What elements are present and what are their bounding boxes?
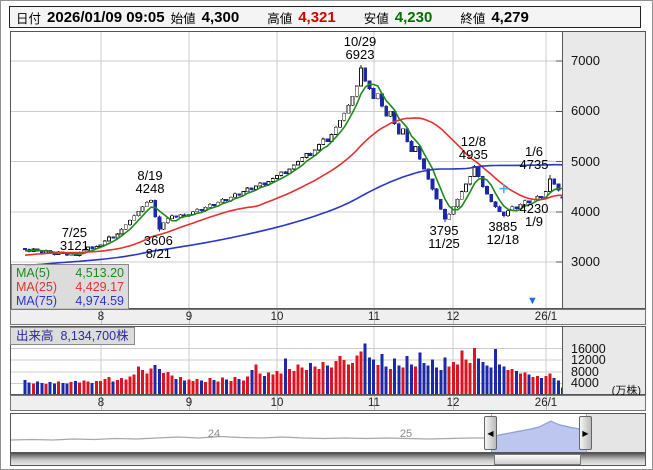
price-axis: 7000 6000 5000 4000 3000 bbox=[563, 31, 646, 309]
volume-legend-value: 8,134,700株 bbox=[60, 329, 129, 343]
x-axis-month-label: 11 bbox=[368, 311, 380, 323]
price-tick-label: 4000 bbox=[571, 203, 600, 219]
navigator-year-label: 24 bbox=[207, 428, 221, 440]
x-axis-strip-bottom: 8 9 10 11 12 26/1 bbox=[10, 395, 646, 411]
quote-info-bar: 日付 2026/01/09 09:05 始値 4,300 高値 4,321 安値… bbox=[9, 6, 641, 28]
chart-scrollbar[interactable] bbox=[10, 453, 646, 466]
navigator-right-handle[interactable]: ▶ bbox=[579, 416, 592, 450]
x-axis-month-label: 12 bbox=[446, 397, 460, 409]
x-axis-month-label: 9 bbox=[185, 397, 193, 409]
x-axis-tick bbox=[101, 396, 102, 410]
volume-tick-label: 4000 bbox=[571, 376, 599, 391]
navigator-year-label: 25 bbox=[399, 428, 413, 440]
volume-legend: 出来高 8,134,700株 bbox=[10, 327, 135, 345]
x-axis-tick bbox=[189, 396, 190, 410]
navigator-left-handle[interactable]: ◀ bbox=[484, 416, 497, 450]
chart-annotation: 3795 11/25 bbox=[428, 223, 460, 252]
range-navigator[interactable]: ◀ ▶ 24 25 bbox=[10, 413, 646, 453]
chart-annotation: 10/29 6923 bbox=[343, 33, 377, 62]
price-tick-label: 7000 bbox=[571, 53, 600, 68]
ma-legend-row: MA(25) 4,429.17 bbox=[16, 280, 124, 294]
x-axis-month-label: 8 bbox=[97, 311, 105, 323]
x-axis-tick bbox=[101, 310, 102, 324]
volume-canvas bbox=[11, 327, 562, 394]
x-axis-tick bbox=[546, 310, 547, 324]
price-tick-label: 3000 bbox=[571, 254, 600, 269]
price-tick-label: 5000 bbox=[571, 153, 600, 169]
chart-annotation: 8/19 4248 bbox=[135, 168, 165, 197]
volume-legend-label: 出来高 bbox=[16, 329, 54, 343]
x-axis-tick bbox=[453, 310, 454, 324]
open-value: 4,300 bbox=[201, 8, 240, 26]
high-label: 高値 bbox=[267, 11, 293, 26]
candlestick-plot[interactable] bbox=[10, 31, 563, 309]
x-axis-month-label: 8 bbox=[97, 397, 105, 409]
x-axis-tick bbox=[189, 310, 190, 324]
chart-annotation: 4230 1/9 bbox=[519, 201, 549, 230]
candlestick-canvas bbox=[11, 32, 562, 308]
x-axis-month-label: 26/1 bbox=[534, 397, 558, 409]
ma-legend-row: MA(75) 4,974.59 bbox=[16, 294, 124, 308]
event-triangle-icon: ▼ bbox=[527, 295, 538, 307]
navigator-canvas bbox=[11, 420, 587, 452]
x-axis-month-label: 12 bbox=[446, 311, 460, 323]
chart-annotation: 7/25 3121 bbox=[59, 224, 89, 253]
volume-unit-label: (万株) bbox=[611, 385, 641, 397]
x-axis-month-label: 9 bbox=[185, 311, 193, 323]
navigator-future-area bbox=[586, 414, 645, 452]
date-label: 日付 bbox=[16, 11, 42, 26]
open-label: 始値 bbox=[170, 11, 196, 26]
x-axis-month-label: 11 bbox=[368, 397, 380, 409]
high-value: 4,321 bbox=[298, 8, 336, 26]
chart-annotation: 12/8 4935 bbox=[458, 133, 488, 162]
low-label: 安値 bbox=[363, 11, 389, 26]
volume-tick-label: 16000 bbox=[571, 341, 606, 356]
left-arrow-icon: ◀ bbox=[487, 428, 494, 438]
close-value: 4,279 bbox=[491, 8, 529, 26]
x-axis-tick bbox=[374, 396, 375, 410]
ma-legend-row: MA(5) 4,513.20 bbox=[16, 266, 124, 280]
chart-annotation: 3885 12/18 bbox=[486, 218, 520, 247]
right-arrow-icon: ▶ bbox=[582, 428, 589, 438]
x-axis-month-label: 10 bbox=[270, 397, 284, 409]
price-tick-label: 6000 bbox=[571, 103, 600, 119]
volume-tick-label: 12000 bbox=[571, 353, 606, 368]
x-axis-tick bbox=[277, 396, 278, 410]
low-value: 4,230 bbox=[394, 8, 433, 26]
x-axis-tick bbox=[453, 396, 454, 410]
date-value: 2026/01/09 09:05 bbox=[47, 8, 165, 26]
x-axis-strip-top: 8 9 10 11 12 26/1 bbox=[10, 309, 646, 325]
close-label: 終値 bbox=[460, 11, 486, 26]
x-axis-month-label: 10 bbox=[270, 311, 284, 323]
chart-annotation: 1/6 4735 bbox=[519, 143, 549, 172]
x-axis-month-label: 26/1 bbox=[534, 311, 558, 323]
volume-axis: (万株) 16000 12000 8000 4000 bbox=[563, 326, 646, 397]
volume-tick-label: 8000 bbox=[571, 364, 599, 379]
ma-legend: MA(5) 4,513.20 MA(25) 4,429.17 MA(75) 4,974.5… bbox=[11, 264, 129, 310]
x-axis-tick bbox=[546, 396, 547, 410]
x-axis-tick bbox=[374, 310, 375, 324]
x-axis-tick bbox=[277, 310, 278, 324]
chart-annotation: 3606 8/21 bbox=[143, 232, 173, 261]
scrollbar-thumb[interactable] bbox=[494, 454, 581, 465]
